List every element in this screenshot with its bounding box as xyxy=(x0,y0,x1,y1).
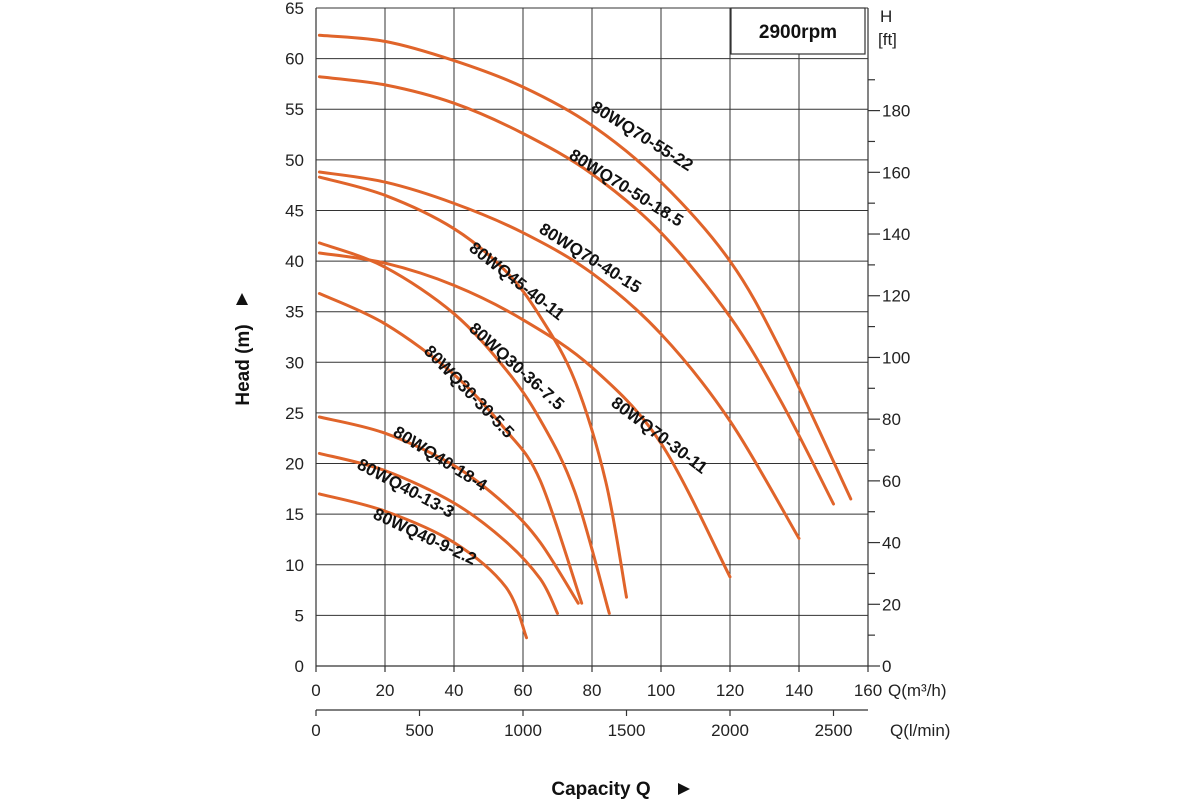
x-tick-label: 100 xyxy=(647,681,675,700)
y-tick-label: 35 xyxy=(285,303,304,322)
curve-80WQ45-40-11 xyxy=(317,175,628,599)
curve-80WQ70-50-18.5 xyxy=(317,75,835,506)
secondary-y-tick-label: 180 xyxy=(882,102,910,121)
series-label: 80WQ70-30-11 xyxy=(608,393,712,478)
y-tick-label: 15 xyxy=(285,505,304,524)
secondary-y-tick-label: 140 xyxy=(882,225,910,244)
curves-layer xyxy=(317,33,853,640)
y-tick-label: 45 xyxy=(285,201,304,220)
curve-80WQ70-40-15 xyxy=(317,170,801,540)
secondary-y-tick-label: 120 xyxy=(882,287,910,306)
x-axis-title-group: Capacity Q xyxy=(551,779,690,800)
x-axis-title: Capacity Q xyxy=(551,779,650,800)
curve-80WQ40-9-2.2 xyxy=(317,492,528,640)
x-tick-label: 0 xyxy=(311,681,320,700)
x-tick-label: 160 xyxy=(854,681,882,700)
secondary-x-tick-label: 1500 xyxy=(608,721,646,740)
y-tick-label: 60 xyxy=(285,50,304,69)
y-tick-label: 0 xyxy=(295,657,304,676)
secondary-y-tick-label: 0 xyxy=(882,657,891,676)
axes-layer: 0 5 10 15 20 25 30 35 40 45 50 55 60 65 0 20 40 60 80 100 12… xyxy=(285,0,910,740)
secondary-y-units-h: H xyxy=(880,7,892,26)
secondary-y-tick-label: 60 xyxy=(882,472,901,491)
secondary-x-tick-label: 2500 xyxy=(815,721,853,740)
curve-80WQ70-55-22 xyxy=(317,33,853,501)
curve-80WQ40-13-3 xyxy=(317,451,559,615)
y-tick-label: 50 xyxy=(285,151,304,170)
secondary-y-units-ft: [ft] xyxy=(878,30,897,49)
y-tick-label: 10 xyxy=(285,556,304,575)
x-axis-arrow-icon xyxy=(678,783,690,795)
rpm-box xyxy=(730,7,866,55)
secondary-x-tick-label: 1000 xyxy=(504,721,542,740)
curve-80WQ30-36-7.5 xyxy=(317,241,611,615)
y-tick-label: 40 xyxy=(285,252,304,271)
x-tick-label: 40 xyxy=(445,681,464,700)
y-tick-label: 30 xyxy=(285,353,304,372)
x-tick-label: 20 xyxy=(376,681,395,700)
secondary-y-tick-label: 160 xyxy=(882,163,910,182)
y-tick-label: 65 xyxy=(285,0,304,18)
curve-80WQ70-30-11 xyxy=(317,251,732,579)
secondary-y-tick-label: 80 xyxy=(882,410,901,429)
series-label: 80WQ70-40-15 xyxy=(536,219,645,297)
secondary-x-tick-label: 0 xyxy=(311,721,320,740)
curve-80WQ40-18-4 xyxy=(317,415,580,605)
labels-layer: 80WQ70-55-2280WQ70-50-18.580WQ70-40-1580… xyxy=(354,97,711,568)
y-axis-arrow-icon xyxy=(236,293,248,305)
y-axis-title: Head (m) xyxy=(233,324,254,405)
secondary-y-tick-label: 20 xyxy=(882,595,901,614)
x-primary-units: Q(m³/h) xyxy=(888,681,947,700)
x-secondary-units: Q(l/min) xyxy=(890,721,950,740)
y-tick-label: 5 xyxy=(295,606,304,625)
secondary-y-tick-label: 40 xyxy=(882,534,901,553)
secondary-x-tick-label: 500 xyxy=(405,721,433,740)
x-tick-label: 80 xyxy=(583,681,602,700)
x-tick-label: 60 xyxy=(514,681,533,700)
y-tick-label: 55 xyxy=(285,100,304,119)
x-tick-label: 120 xyxy=(716,681,744,700)
secondary-x-tick-label: 2000 xyxy=(711,721,749,740)
y-tick-label: 25 xyxy=(285,404,304,423)
curve-80WQ30-30-5.5 xyxy=(317,292,584,605)
y-tick-label: 20 xyxy=(285,455,304,474)
y-axis-title-group: Head (m) xyxy=(233,293,254,406)
x-tick-label: 140 xyxy=(785,681,813,700)
rpm-annotation: 2900rpm xyxy=(759,22,837,43)
secondary-y-tick-label: 100 xyxy=(882,348,910,367)
